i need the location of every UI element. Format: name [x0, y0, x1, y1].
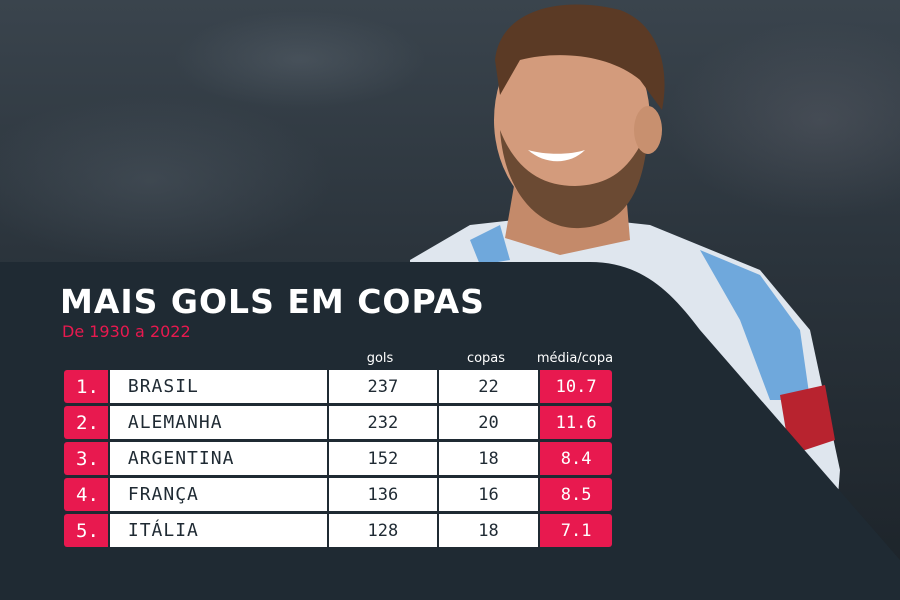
page-subtitle: De 1930 a 2022 [62, 322, 191, 341]
copas-cell: 22 [438, 370, 539, 403]
country-cell: BRASIL [109, 370, 328, 403]
column-header-gols: gols [366, 351, 394, 366]
media-cell: 10.7 [540, 370, 612, 403]
table-row: 4. FRANÇA 136 16 8.5 [64, 478, 612, 511]
media-cell: 8.5 [540, 478, 612, 511]
table-row: 5. ITÁLIA 128 18 7.1 [64, 514, 612, 547]
column-header-copas: copas [466, 351, 506, 366]
rank-cell: 1. [64, 370, 108, 403]
gols-cell: 136 [329, 478, 437, 511]
copas-cell: 18 [438, 442, 539, 475]
rank-cell: 3. [64, 442, 108, 475]
media-cell: 11.6 [540, 406, 612, 439]
gols-cell: 237 [329, 370, 437, 403]
gols-cell: 128 [329, 514, 437, 547]
copas-cell: 16 [438, 478, 539, 511]
page-title: MAIS GOLS EM COPAS [60, 282, 485, 321]
copas-cell: 18 [438, 514, 539, 547]
country-cell: FRANÇA [109, 478, 328, 511]
media-cell: 7.1 [540, 514, 612, 547]
country-cell: ITÁLIA [109, 514, 328, 547]
media-cell: 8.4 [540, 442, 612, 475]
country-cell: ARGENTINA [109, 442, 328, 475]
gols-cell: 152 [329, 442, 437, 475]
country-cell: ALEMANHA [109, 406, 328, 439]
goals-table: 1. BRASIL 237 22 10.7 2. ALEMANHA 232 20… [64, 370, 612, 550]
gols-cell: 232 [329, 406, 437, 439]
copas-cell: 20 [438, 406, 539, 439]
rank-cell: 5. [64, 514, 108, 547]
table-row: 2. ALEMANHA 232 20 11.6 [64, 406, 612, 439]
rank-cell: 2. [64, 406, 108, 439]
rank-cell: 4. [64, 478, 108, 511]
table-row: 1. BRASIL 237 22 10.7 [64, 370, 612, 403]
column-header-media: média/copa [536, 351, 614, 366]
table-row: 3. ARGENTINA 152 18 8.4 [64, 442, 612, 475]
